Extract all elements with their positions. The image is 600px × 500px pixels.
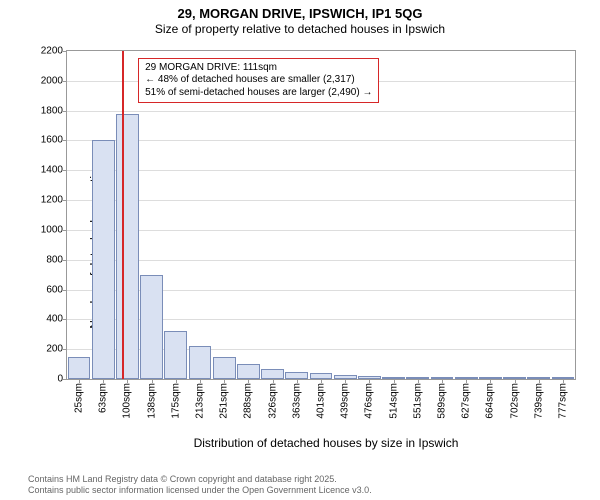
gridline — [67, 140, 575, 141]
xtick-label: 251sqm — [219, 383, 230, 419]
ytick-mark — [63, 81, 67, 82]
x-axis-label: Distribution of detached houses by size … — [66, 436, 586, 450]
xtick-label: 326sqm — [267, 383, 278, 419]
chart-title-block: 29, MORGAN DRIVE, IPSWICH, IP1 5QG Size … — [0, 0, 600, 37]
xtick-label: 401sqm — [316, 383, 327, 419]
footer-line: Contains public sector information licen… — [28, 485, 372, 496]
histogram-bar — [285, 372, 308, 379]
ytick-mark — [63, 260, 67, 261]
histogram-bar — [261, 369, 284, 379]
histogram-bar — [164, 331, 187, 379]
annotation-line: 29 MORGAN DRIVE: 111sqm — [145, 62, 372, 75]
ytick-mark — [63, 319, 67, 320]
ytick-mark — [63, 379, 67, 380]
histogram-bar — [189, 346, 212, 379]
chart-container: Number of detached properties 0200400600… — [26, 46, 586, 446]
ytick-label: 1000 — [41, 224, 63, 235]
xtick-label: 627sqm — [461, 383, 472, 419]
footer-line: Contains HM Land Registry data © Crown c… — [28, 474, 372, 485]
xtick-label: 175sqm — [170, 383, 181, 419]
plot-area: 0200400600800100012001400160018002000220… — [66, 50, 576, 380]
annotation-line: ← 48% of detached houses are smaller (2,… — [145, 74, 372, 87]
histogram-bar — [92, 140, 115, 379]
ytick-label: 800 — [46, 254, 63, 265]
annotation-box: 29 MORGAN DRIVE: 111sqm← 48% of detached… — [138, 58, 379, 104]
xtick-label: 439sqm — [340, 383, 351, 419]
xtick-label: 25sqm — [74, 383, 85, 413]
ytick-mark — [63, 200, 67, 201]
xtick-label: 288sqm — [243, 383, 254, 419]
xtick-label: 213sqm — [195, 383, 206, 419]
ytick-mark — [63, 290, 67, 291]
chart-subtitle: Size of property relative to detached ho… — [0, 22, 600, 37]
chart-title: 29, MORGAN DRIVE, IPSWICH, IP1 5QG — [0, 6, 600, 22]
ytick-label: 2000 — [41, 75, 63, 86]
xtick-label: 589sqm — [436, 383, 447, 419]
xtick-label: 63sqm — [98, 383, 109, 413]
xtick-label: 514sqm — [388, 383, 399, 419]
xtick-label: 138sqm — [146, 383, 157, 419]
xtick-label: 476sqm — [364, 383, 375, 419]
xtick-label: 363sqm — [291, 383, 302, 419]
ytick-label: 1800 — [41, 105, 63, 116]
xtick-label: 739sqm — [533, 383, 544, 419]
histogram-bar — [116, 114, 139, 379]
ytick-label: 200 — [46, 344, 63, 355]
ytick-mark — [63, 51, 67, 52]
histogram-bar — [213, 357, 236, 379]
marker-line — [122, 51, 124, 379]
ytick-label: 1200 — [41, 195, 63, 206]
ytick-mark — [63, 170, 67, 171]
gridline — [67, 230, 575, 231]
xtick-label: 551sqm — [412, 383, 423, 419]
ytick-label: 0 — [57, 374, 63, 385]
footer-attribution: Contains HM Land Registry data © Crown c… — [28, 474, 372, 496]
annotation-line: 51% of semi-detached houses are larger (… — [145, 87, 372, 100]
xtick-label: 777sqm — [557, 383, 568, 419]
ytick-label: 2200 — [41, 46, 63, 57]
histogram-bar — [237, 364, 260, 379]
gridline — [67, 170, 575, 171]
gridline — [67, 111, 575, 112]
ytick-label: 1400 — [41, 165, 63, 176]
xtick-label: 664sqm — [485, 383, 496, 419]
ytick-mark — [63, 140, 67, 141]
histogram-bar — [68, 357, 91, 379]
ytick-label: 400 — [46, 314, 63, 325]
gridline — [67, 200, 575, 201]
xtick-label: 702sqm — [509, 383, 520, 419]
histogram-bar — [140, 275, 163, 379]
ytick-mark — [63, 349, 67, 350]
ytick-label: 600 — [46, 284, 63, 295]
ytick-mark — [63, 111, 67, 112]
ytick-label: 1600 — [41, 135, 63, 146]
xtick-label: 100sqm — [122, 383, 133, 419]
ytick-mark — [63, 230, 67, 231]
gridline — [67, 260, 575, 261]
